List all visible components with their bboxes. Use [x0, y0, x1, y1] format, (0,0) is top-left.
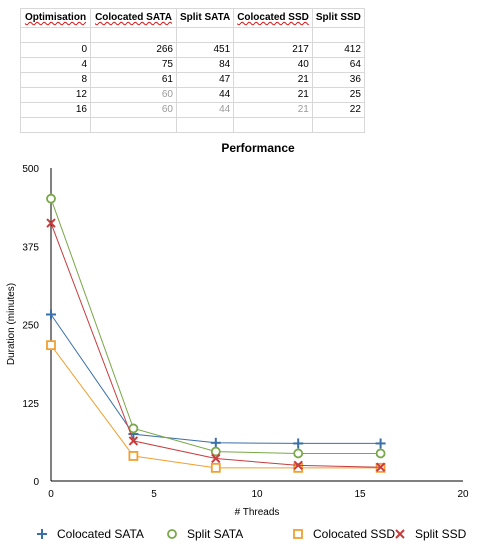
x-tick-label: 20 — [457, 489, 469, 500]
chart-title: Performance — [221, 141, 295, 155]
x-tick-label: 0 — [48, 489, 54, 500]
series-line-split-sata — [50, 198, 381, 454]
data-point-split-ssd — [375, 462, 386, 472]
y-tick-label: 125 — [22, 399, 39, 410]
y-tick-labels: 0 125 250 375 500 — [22, 164, 39, 488]
legend-label-split-ssd: Split SSD — [415, 527, 467, 541]
series-colocated-sata — [46, 309, 386, 449]
data-point-colocated-ssd — [46, 340, 56, 351]
table-cell[interactable] — [175, 117, 235, 133]
x-tick-label: 10 — [251, 489, 263, 500]
table-row — [20, 117, 365, 133]
legend-label-colocated-sata: Colocated SATA — [57, 527, 144, 541]
data-point-split-ssd — [293, 460, 303, 471]
legend-label-split-sata: Split SATA — [187, 527, 243, 541]
y-axis-label: Duration (minutes) — [6, 283, 17, 365]
legend: Colocated SATA Split SATA Colocated SSD Spl… — [37, 527, 467, 541]
header-split-ssd[interactable]: Split SSD — [311, 8, 365, 28]
header-optimisation[interactable]: Optimisation — [20, 8, 91, 28]
series-split-ssd — [46, 218, 386, 472]
series-group — [46, 193, 386, 473]
data-point-split-sata-ring — [293, 448, 304, 459]
data-point-colocated-ssd-box — [128, 451, 139, 461]
table-row: 16 60 44 21 22 — [20, 102, 365, 118]
legend-marker-split-ssd — [395, 529, 405, 539]
series-split-sata — [46, 193, 386, 459]
x-tick-label: 5 — [151, 489, 157, 500]
table-row: 4 75 84 40 64 — [20, 57, 365, 73]
legend-marker-split-ssd-b — [395, 529, 405, 539]
y-tick-label: 250 — [22, 321, 39, 332]
x-tick-labels: 0 5 10 15 20 — [48, 489, 469, 500]
data-point-split-ssd — [46, 218, 56, 228]
legend-marker-colocated-sata — [37, 529, 47, 539]
data-point-split-ssd-b — [46, 218, 56, 228]
data-point-split-ssd-b — [375, 462, 386, 472]
data-point-split-ssd — [211, 453, 221, 464]
data-point-colocated-ssd — [128, 451, 139, 461]
legend-marker-colocated-ssd — [293, 529, 303, 539]
data-point-split-sata-ring — [128, 423, 139, 434]
data-point-split-ssd-b — [293, 460, 303, 471]
series-line-colocated-sata — [50, 314, 381, 444]
legend-marker-colocated-ssd-box — [293, 529, 303, 539]
data-point-colocated-ssd-box — [293, 462, 304, 473]
data-point-split-ssd — [128, 436, 139, 446]
data-point-colocated-ssd-box — [46, 340, 56, 351]
x-axis-label: # Threads — [235, 507, 280, 518]
data-point-split-sata — [46, 193, 56, 204]
legend-label-colocated-ssd: Colocated SSD — [313, 527, 395, 541]
data-point-split-sata-ring — [46, 193, 56, 204]
data-point-colocated-sata — [293, 438, 304, 449]
table-cell[interactable] — [311, 117, 365, 133]
data-point-colocated-sata — [375, 438, 386, 449]
table-row: 12 60 44 21 25 — [20, 87, 365, 103]
data-point-colocated-ssd-box — [210, 462, 221, 473]
data-point-split-sata-ring — [210, 446, 221, 457]
data-point-colocated-ssd — [293, 462, 304, 473]
y-tick-label: 375 — [22, 242, 39, 253]
series-line-split-ssd — [50, 222, 381, 468]
data-point-split-sata — [128, 423, 139, 434]
data-point-split-ssd-b — [128, 436, 139, 446]
legend-marker-split-sata — [167, 529, 177, 539]
data-point-split-sata — [293, 448, 304, 459]
x-tick-label: 15 — [354, 489, 366, 500]
data-point-split-ssd-b — [211, 453, 221, 464]
data-point-colocated-sata — [210, 437, 221, 448]
data-table: Optimisation Colocated SATA Split SATA C… — [20, 8, 365, 133]
data-point-split-sata — [375, 448, 386, 459]
data-point-colocated-sata — [46, 309, 56, 320]
legend-marker-split-sata-ring — [167, 529, 177, 539]
data-point-split-sata-ring — [375, 448, 386, 459]
header-colocated-sata[interactable]: Colocated SATA — [90, 8, 177, 28]
y-tick-label: 500 — [22, 164, 39, 175]
series-colocated-ssd — [46, 340, 386, 473]
y-tick-label: 0 — [33, 477, 39, 488]
data-point-colocated-ssd — [210, 462, 221, 473]
data-point-split-sata — [210, 446, 221, 457]
